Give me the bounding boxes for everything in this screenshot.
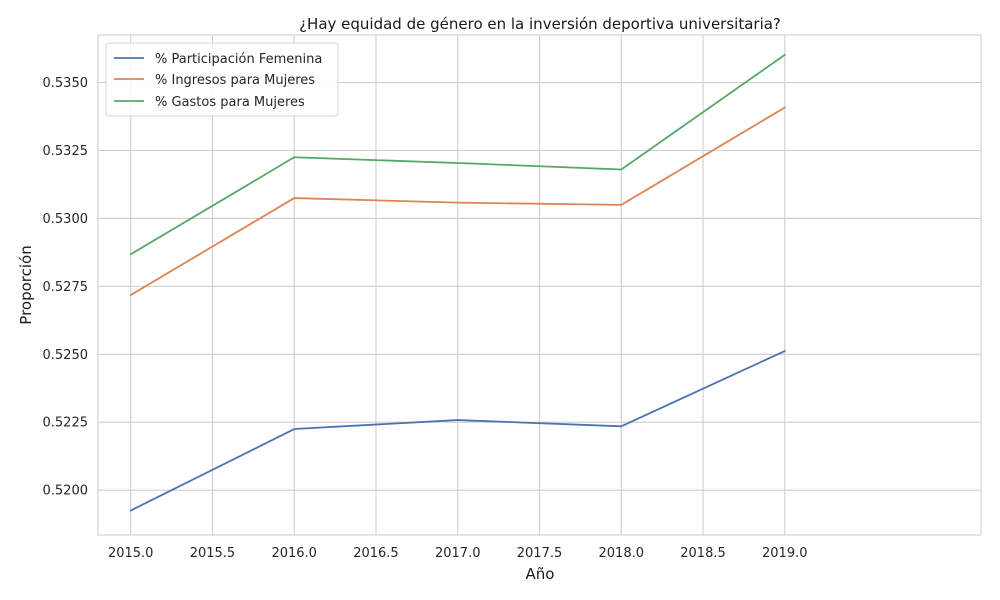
series-line-ingresos [129, 106, 786, 296]
legend-label-participacion: % Participación Femenina [155, 52, 322, 67]
x-tick-label: 2018.0 [599, 546, 645, 561]
legend-box [105, 42, 339, 117]
x-tick-labels: 2015.0 2015.5 2016.0 2016.5 2017.0 2017.5 2018… [108, 546, 808, 561]
y-tick-label: 0.5275 [43, 280, 89, 295]
chart-title: ¿Hay equidad de género en la inversión d… [299, 15, 781, 33]
legend-label-gastos: % Gastos para Mujeres [155, 95, 305, 110]
x-tick-label: 2015.5 [190, 546, 236, 561]
x-tick-label: 2018.5 [680, 546, 726, 561]
grid-layer [98, 35, 981, 535]
x-tick-label: 2016.5 [353, 546, 399, 561]
y-tick-labels: 0.5200 0.5225 0.5250 0.5275 0.5300 0.5325 0.53… [43, 76, 89, 499]
series-layer [129, 53, 786, 512]
legend-label-ingresos: % Ingresos para Mujeres [155, 73, 315, 88]
y-tick-label: 0.5300 [43, 212, 89, 227]
y-tick-label: 0.5200 [43, 484, 89, 499]
y-axis-label: Proporción [17, 245, 35, 324]
y-tick-label: 0.5350 [43, 76, 89, 91]
series-line-participacion [129, 350, 786, 512]
y-tick-label: 0.5325 [43, 144, 89, 159]
x-tick-label: 2019.0 [762, 546, 808, 561]
x-axis-label: Año [526, 565, 555, 583]
series-line-gastos [129, 53, 786, 256]
y-tick-label: 0.5225 [43, 416, 89, 431]
plot-frame [97, 34, 982, 536]
legend: % Participación Femenina % Ingresos para… [105, 42, 339, 117]
y-tick-label: 0.5250 [43, 348, 89, 363]
x-tick-label: 2015.0 [108, 546, 154, 561]
x-tick-label: 2017.5 [517, 546, 563, 561]
x-tick-label: 2017.0 [435, 546, 481, 561]
x-tick-label: 2016.0 [271, 546, 317, 561]
